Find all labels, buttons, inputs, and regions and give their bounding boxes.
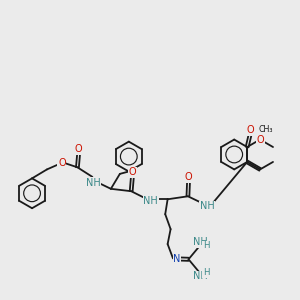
Text: O: O	[246, 125, 254, 135]
Text: N: N	[173, 254, 181, 264]
Text: H: H	[203, 242, 209, 250]
Text: O: O	[257, 134, 265, 145]
Text: H: H	[203, 268, 209, 277]
Text: NH: NH	[143, 196, 158, 206]
Text: NH: NH	[193, 237, 208, 247]
Text: O: O	[58, 158, 66, 168]
Text: O: O	[129, 167, 136, 177]
Text: NH: NH	[193, 271, 208, 281]
Text: O: O	[75, 144, 83, 154]
Text: CH₃: CH₃	[259, 125, 273, 134]
Text: O: O	[185, 172, 192, 182]
Text: NH: NH	[85, 178, 100, 188]
Text: NH: NH	[200, 201, 215, 212]
